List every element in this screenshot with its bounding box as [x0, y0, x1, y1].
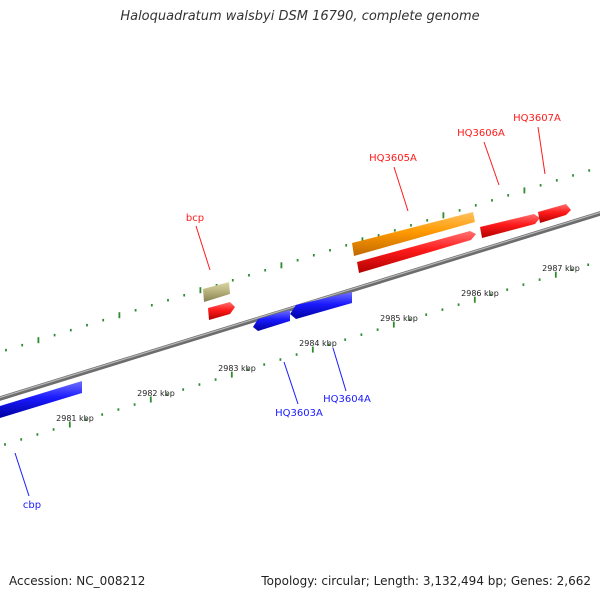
gene-HQ3607A-arrow[interactable] [538, 204, 571, 223]
gene-HQ3603A[interactable] [253, 310, 290, 331]
gene-bcp-other-shape[interactable] [203, 282, 230, 302]
leader-HQ3605A [393, 166, 409, 212]
gene-bcp-arrow[interactable] [208, 302, 235, 320]
gene-HQ3604A[interactable] [290, 292, 352, 319]
gene-HQ3606A-arrow[interactable] [480, 214, 540, 238]
scale-label: 2986 kbp [461, 289, 499, 298]
gene-label-bcp[interactable]: bcp [186, 213, 204, 224]
gene-cbp-arrow[interactable] [0, 381, 82, 418]
scale-label: 2981 kbp [56, 414, 94, 423]
gene-bcp-other[interactable] [203, 282, 230, 302]
gene-HQ3604A-arrow[interactable] [290, 292, 352, 319]
gene-label-HQ3604A[interactable]: HQ3604A [323, 394, 371, 405]
gene-HQ3605A[interactable] [357, 231, 476, 273]
scale-label: 2985 kbp [380, 314, 418, 323]
scale-labels: 2981 kbp 2982 kbp 2983 kbp 2984 kbp 2985 kbp… [56, 264, 580, 423]
gene-bcp[interactable] [208, 302, 235, 320]
gene-HQ3607A[interactable] [538, 204, 571, 223]
gene-label-HQ3607A[interactable]: HQ3607A [513, 113, 561, 124]
gene-label-HQ3606A[interactable]: HQ3606A [457, 128, 505, 139]
leader-HQ3606A [483, 141, 500, 186]
accession-label: Accession: NC_008212 [9, 574, 146, 588]
leader-HQ3607A [537, 126, 546, 175]
gene-HQ3605A-rrna[interactable] [352, 212, 475, 256]
upper-tick-track [5, 169, 591, 352]
scale-label: 2983 kbp [218, 364, 256, 373]
gene-HQ3603A-arrow[interactable] [253, 310, 290, 331]
gene-cbp[interactable] [0, 381, 82, 418]
gene-label-HQ3603A[interactable]: HQ3603A [275, 408, 323, 419]
leader-bcp [195, 225, 211, 271]
scale-label: 2984 kbp [299, 339, 337, 348]
gene-label-HQ3605A[interactable]: HQ3605A [369, 153, 417, 164]
genome-summary: Topology: circular; Length: 3,132,494 bp… [261, 574, 591, 588]
gene-HQ3606A[interactable] [480, 214, 540, 238]
gene-label-cbp[interactable]: cbp [23, 500, 41, 511]
gene-HQ3605A-rrna-shape[interactable] [352, 212, 475, 256]
leader-cbp [14, 452, 30, 497]
leader-HQ3603A [283, 361, 299, 405]
scale-label: 2987 kbp [542, 264, 580, 273]
scale-label: 2982 kbp [137, 389, 175, 398]
lower-tick-track [4, 263, 590, 446]
gene-HQ3605A-arrow[interactable] [357, 231, 476, 273]
leader-HQ3604A [332, 347, 347, 392]
map-title: Haloquadratum walsbyi DSM 16790, complet… [120, 9, 480, 24]
